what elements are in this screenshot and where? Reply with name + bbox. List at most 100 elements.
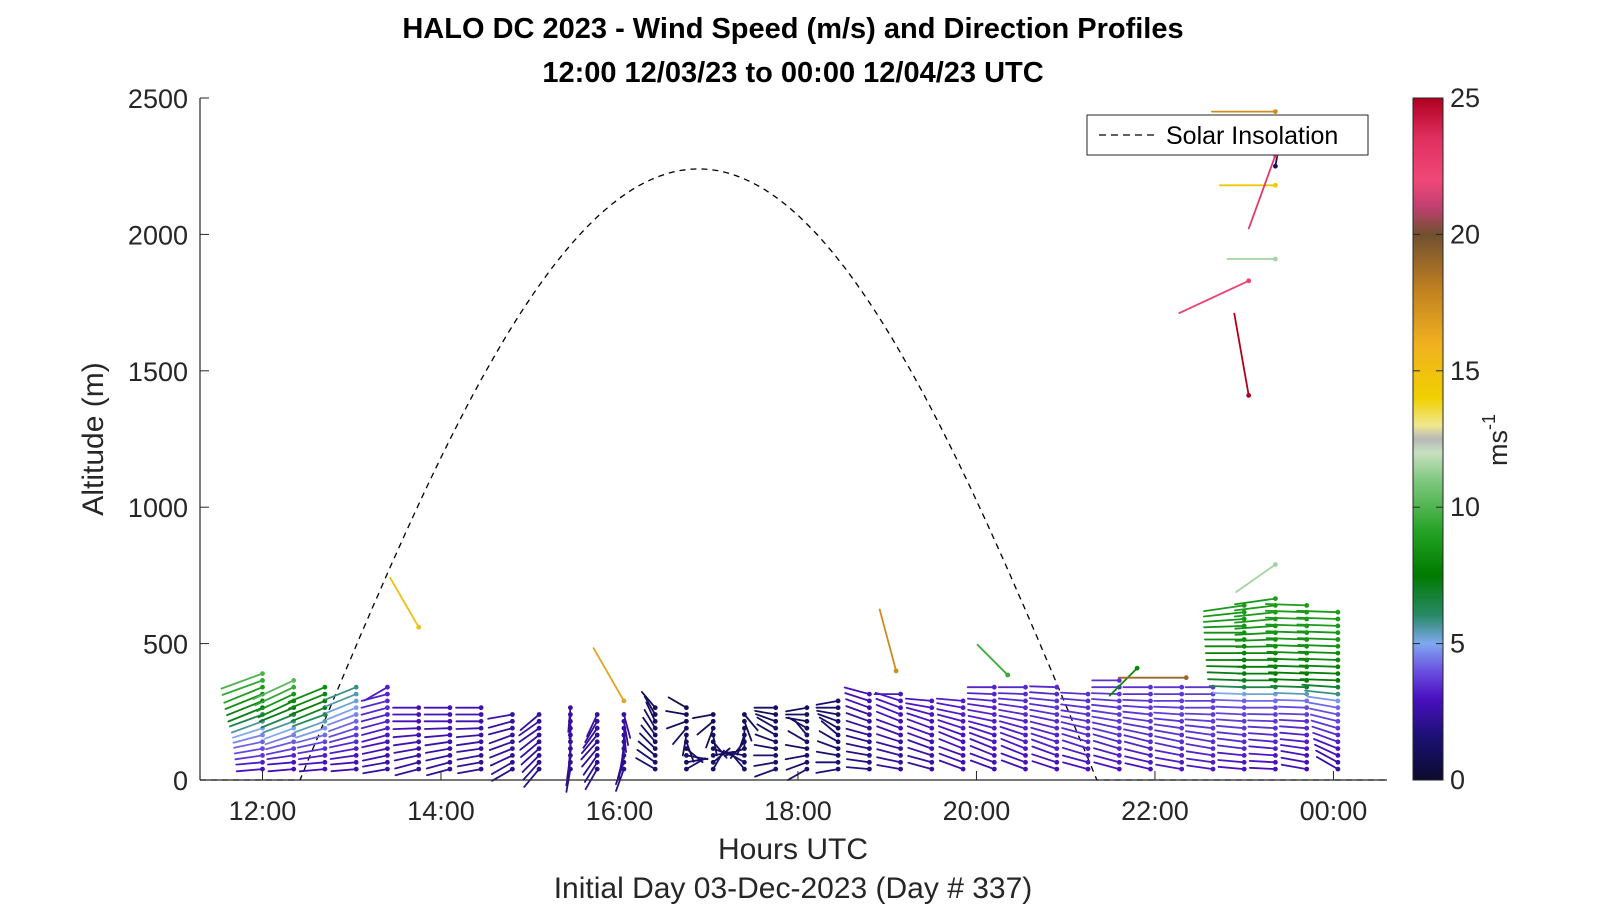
wind-barb <box>1154 735 1185 745</box>
wind-barb <box>325 691 359 708</box>
wind-barb <box>1091 709 1122 717</box>
wind-barb <box>876 741 903 751</box>
wind-barb <box>876 733 903 745</box>
wind-barb-shaft <box>1060 703 1089 709</box>
wind-barb-shaft <box>361 754 389 762</box>
wind-barb-dot <box>260 753 265 758</box>
wind-barb <box>621 712 632 739</box>
wind-barb-shaft <box>998 714 1027 723</box>
wind-barb-shaft <box>220 672 264 690</box>
wind-barb <box>1000 752 1028 765</box>
wind-barb-dot <box>416 712 422 717</box>
wind-barb-dot <box>1179 746 1185 751</box>
wind-barb-dot <box>710 759 716 765</box>
wind-barb <box>361 732 390 743</box>
wind-barb-shaft <box>905 697 933 702</box>
wind-barb-dot <box>1134 665 1140 671</box>
wind-barb-shaft <box>876 741 902 750</box>
wind-barb-dot <box>1210 746 1216 751</box>
wind-barb-shaft <box>817 713 839 723</box>
wind-barb <box>907 732 935 745</box>
wind-barb-shaft <box>519 734 540 751</box>
wind-barb <box>1202 609 1247 618</box>
wind-barb-dot <box>322 684 328 690</box>
wind-barb-dot <box>684 718 689 724</box>
wind-barb <box>1216 724 1247 731</box>
wind-barb-dot <box>385 746 390 751</box>
wind-barb-dot <box>929 739 935 745</box>
wind-barb-dot <box>898 753 903 758</box>
wind-barb-dot <box>867 698 872 704</box>
wind-barb <box>876 725 903 738</box>
wind-barb-shaft <box>938 745 964 757</box>
wind-barb-dot <box>1210 718 1216 724</box>
wind-barb <box>1304 689 1341 697</box>
wind-barb <box>1186 764 1216 772</box>
wind-barb-dot <box>1054 691 1060 697</box>
wind-barb <box>1029 691 1060 697</box>
wind-barb-dot <box>960 718 966 724</box>
wind-barb <box>489 753 515 767</box>
wind-barb-shaft <box>743 713 759 732</box>
wind-barb <box>1248 759 1278 765</box>
wind-barb-shaft <box>672 727 688 745</box>
wind-barb-shaft <box>1247 732 1277 736</box>
wind-barb-dot <box>960 712 966 717</box>
wind-barb-shaft <box>876 748 902 757</box>
wind-barb-shaft <box>267 761 295 766</box>
wind-barb-dot <box>1085 725 1091 731</box>
wind-barb <box>1298 664 1341 670</box>
wind-barb <box>1091 691 1122 697</box>
wind-barb <box>845 734 872 745</box>
wind-barb-dot <box>1210 753 1216 758</box>
wind-barb <box>1246 712 1278 717</box>
wind-barb-dot <box>867 691 872 697</box>
wind-barb-dot <box>835 698 841 704</box>
wind-barb-dot <box>416 759 422 765</box>
wind-barb-shaft <box>392 734 420 739</box>
wind-barb <box>1184 724 1216 731</box>
wind-barb-shaft <box>1279 738 1308 743</box>
wind-barb-shaft <box>784 744 808 750</box>
wind-barb <box>1308 701 1341 711</box>
wind-barb-shaft <box>643 695 657 716</box>
wind-barb-dot <box>684 725 689 731</box>
wind-barb-dot <box>1023 718 1028 724</box>
wind-barb-shaft <box>1310 719 1339 730</box>
wind-barb <box>997 697 1028 704</box>
wind-barb-dot <box>804 746 810 751</box>
wind-barb-shaft <box>820 720 839 736</box>
wind-barb-dot <box>291 753 297 758</box>
wind-barb-shaft <box>1029 720 1058 730</box>
wind-barb <box>1060 697 1091 704</box>
wind-barb <box>787 766 810 781</box>
wind-barb <box>330 759 359 766</box>
x-tick-label: 14:00 <box>407 796 475 826</box>
y-axis-label: Altitude (m) <box>77 362 110 515</box>
wind-barb-shaft <box>999 726 1027 736</box>
wind-barb <box>1028 697 1060 704</box>
wind-barb-shaft <box>1234 625 1277 630</box>
wind-barb-dot <box>1273 596 1278 601</box>
wind-barb <box>787 730 810 745</box>
wind-barb-shaft <box>233 747 264 755</box>
wind-barb <box>1217 765 1247 772</box>
wind-barb <box>937 719 966 731</box>
wind-barb <box>1247 725 1278 731</box>
wind-barb-shaft <box>1278 719 1308 723</box>
wind-barb-dot <box>260 678 265 683</box>
wind-barb-shaft <box>287 686 326 703</box>
wind-barb <box>1309 707 1341 717</box>
wind-barb-shaft <box>233 740 264 749</box>
wind-barb-dot <box>1273 109 1278 114</box>
plot-background <box>200 98 1387 780</box>
wind-barb-shaft <box>969 745 996 757</box>
wind-barb-isolated <box>1178 278 1252 315</box>
wind-barb-dot <box>960 746 966 751</box>
wind-barb-dot <box>385 705 390 711</box>
wind-barb-shaft <box>1279 725 1308 730</box>
wind-barb <box>455 732 484 738</box>
wind-barb <box>753 705 779 711</box>
wind-barb-dot <box>804 739 810 745</box>
wind-barb-dot <box>1054 739 1060 745</box>
